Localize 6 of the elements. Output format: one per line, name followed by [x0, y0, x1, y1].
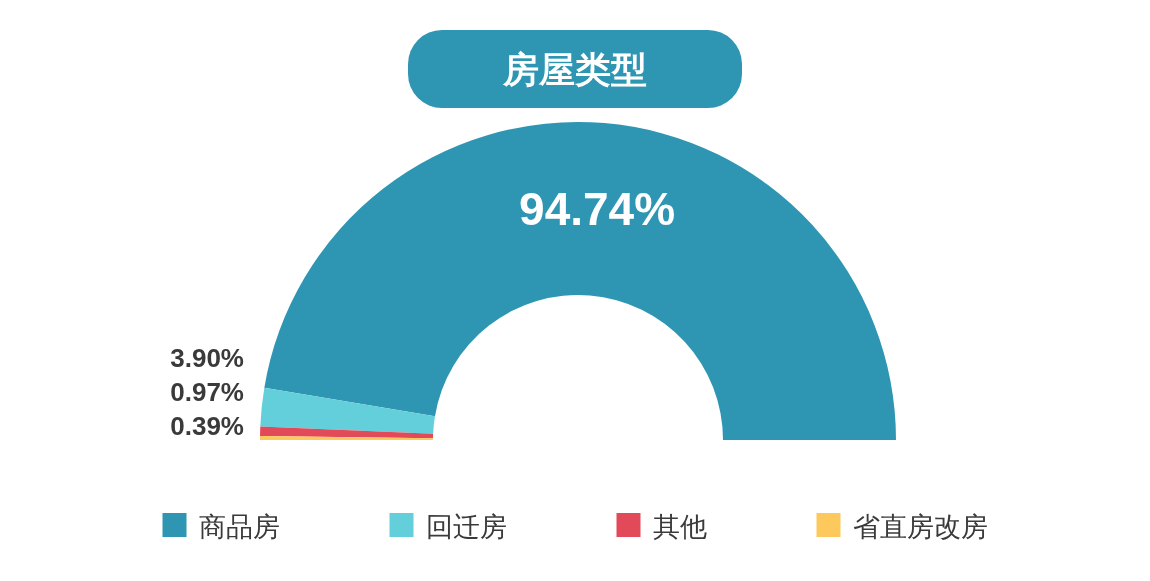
- title: 房屋类型: [408, 30, 742, 108]
- legend-label: 回迁房: [425, 512, 507, 542]
- legend-label: 其他: [652, 512, 707, 542]
- legend-label: 商品房: [198, 512, 280, 542]
- legend-label: 省直房改房: [852, 512, 988, 542]
- chart-title: 房屋类型: [502, 48, 647, 90]
